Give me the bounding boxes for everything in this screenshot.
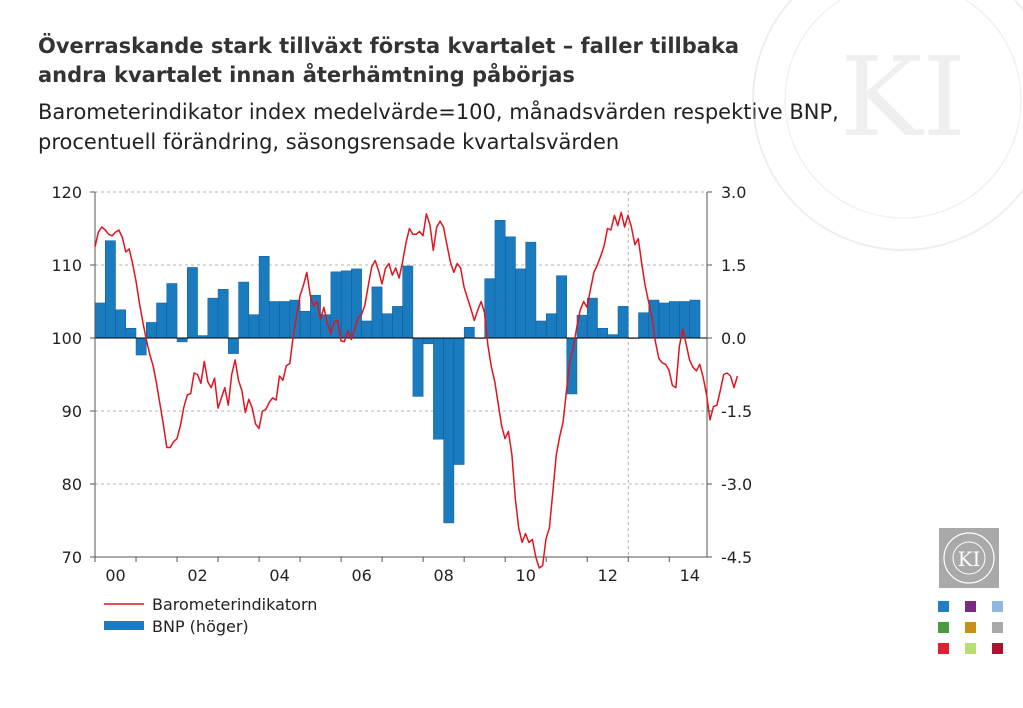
bar <box>299 310 311 339</box>
left-tick-label: 70 <box>62 548 82 567</box>
bar <box>351 268 362 339</box>
bar <box>545 313 557 339</box>
bar <box>402 265 414 339</box>
left-tick-label: 120 <box>51 183 82 202</box>
right-tick-label: -1.5 <box>721 402 752 421</box>
color-swatch <box>965 643 976 654</box>
tick-labels: 70 80 90 100 110 120 -4.5 -3.0 -1.5 0.0 1.5 3.0 00 02… <box>51 183 752 585</box>
color-swatch <box>938 643 949 654</box>
bar <box>207 297 219 339</box>
watermark-seal: KI <box>752 0 1023 251</box>
x-tick-label: 06 <box>351 566 371 585</box>
right-tick-label: 3.0 <box>721 183 746 202</box>
x-tick-label: 04 <box>269 566 289 585</box>
bar <box>166 283 178 339</box>
bar <box>371 286 383 339</box>
axes <box>94 192 708 558</box>
bar <box>412 337 424 397</box>
legend: Barometerindikatorn BNP (höger) <box>104 595 317 636</box>
legend-bar-swatch <box>104 621 144 630</box>
bar <box>135 337 147 356</box>
bar <box>105 240 116 339</box>
logo-text: KI <box>958 547 981 571</box>
bar <box>115 309 127 339</box>
x-tick-label: 02 <box>187 566 207 585</box>
barometer-line-layer <box>94 211 739 569</box>
right-tick-label: -4.5 <box>721 548 752 567</box>
color-swatch <box>965 622 976 633</box>
bar <box>669 301 680 339</box>
bar <box>535 320 547 339</box>
barometer-line <box>94 211 739 569</box>
color-swatch <box>965 601 976 612</box>
left-tick-label: 110 <box>51 256 82 275</box>
x-tick-label: 12 <box>598 566 618 585</box>
bar <box>258 255 270 339</box>
bar <box>279 301 291 339</box>
bar <box>556 275 567 339</box>
bar <box>689 299 701 339</box>
bar <box>453 337 465 465</box>
bar <box>463 327 475 339</box>
x-tick-label: 08 <box>433 566 453 585</box>
left-tick-label: 90 <box>62 402 82 421</box>
bar <box>433 337 444 440</box>
left-tick-label: 80 <box>62 475 82 494</box>
bar <box>217 289 229 339</box>
x-tick-label: 00 <box>105 566 125 585</box>
legend-label-bnp: BNP (höger) <box>152 617 249 636</box>
bar <box>228 337 239 354</box>
bar <box>586 297 598 339</box>
bar <box>248 314 260 339</box>
bar <box>443 337 455 524</box>
bar <box>238 281 250 339</box>
bar <box>515 268 526 339</box>
bar <box>658 302 670 339</box>
grid <box>95 191 707 557</box>
watermark-text: KI <box>840 33 966 161</box>
bar <box>361 320 373 339</box>
bar <box>269 301 280 339</box>
bnp-bars <box>94 219 701 524</box>
bar <box>525 241 537 339</box>
bar <box>494 219 506 339</box>
bar <box>607 334 619 339</box>
ki-logo: KI <box>939 528 999 588</box>
bar <box>638 312 650 339</box>
right-tick-label: -3.0 <box>721 475 752 494</box>
chart-subtitle: Barometerindikator index medelvärde=100,… <box>38 100 839 154</box>
color-swatches <box>938 601 1003 654</box>
bar <box>617 306 629 339</box>
color-swatch <box>992 643 1003 654</box>
bar <box>381 313 393 339</box>
bar <box>566 337 578 395</box>
bar <box>392 306 403 339</box>
chart-title: Överraskande stark tillväxt första kvart… <box>38 34 740 87</box>
bar <box>187 267 198 339</box>
color-swatch <box>938 622 949 633</box>
bar <box>125 328 137 339</box>
bar <box>504 236 516 339</box>
right-tick-label: 0.0 <box>721 329 746 348</box>
legend-label-barometer: Barometerindikatorn <box>152 595 317 614</box>
bar <box>597 328 608 339</box>
bar <box>679 301 691 339</box>
color-swatch <box>938 601 949 612</box>
bar <box>176 337 188 343</box>
bar <box>422 337 434 345</box>
bar <box>156 302 168 339</box>
x-tick-label: 10 <box>516 566 536 585</box>
bar <box>146 322 157 339</box>
bar <box>94 302 106 339</box>
color-swatch <box>992 601 1003 612</box>
left-tick-label: 100 <box>51 329 82 348</box>
bar <box>340 270 352 339</box>
x-tick-label: 14 <box>680 566 700 585</box>
right-tick-label: 1.5 <box>721 256 746 275</box>
color-swatch <box>992 622 1003 633</box>
